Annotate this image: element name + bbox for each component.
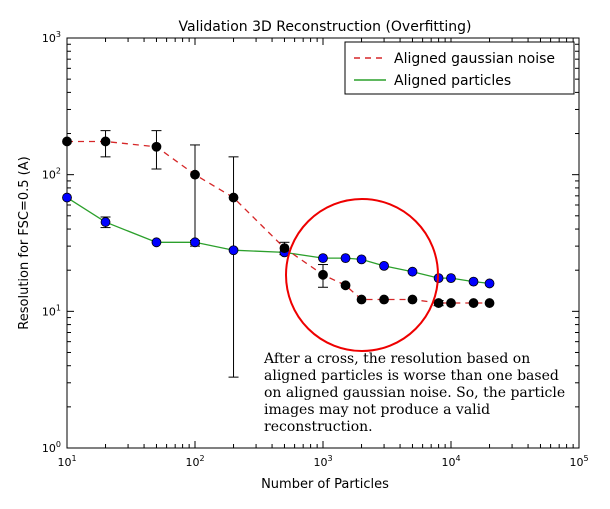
data-point-0 xyxy=(100,136,111,147)
data-point-1 xyxy=(340,253,351,264)
data-point-0 xyxy=(446,298,456,308)
x-tick-label: 101 xyxy=(57,454,76,469)
data-point-0 xyxy=(190,169,200,180)
data-point-1 xyxy=(468,276,479,287)
x-axis-label: Number of Particles xyxy=(261,477,389,492)
legend-label-particles: Aligned particles xyxy=(394,73,511,89)
data-point-0 xyxy=(379,294,389,305)
data-point-1 xyxy=(190,237,200,248)
series-layer xyxy=(62,130,495,378)
data-point-0 xyxy=(151,141,162,152)
data-point-0 xyxy=(433,298,444,308)
annotation-line: aligned particles is worse than one base… xyxy=(264,368,559,384)
data-point-1 xyxy=(62,192,72,203)
data-point-0 xyxy=(62,136,72,147)
data-point-0 xyxy=(340,280,351,291)
data-point-0 xyxy=(279,243,290,254)
y-tick-label: 100 xyxy=(42,440,61,455)
y-tick-label: 103 xyxy=(42,30,61,45)
data-point-1 xyxy=(228,245,239,256)
data-point-0 xyxy=(356,294,367,305)
highlight-circle xyxy=(285,198,439,352)
data-point-0 xyxy=(407,294,418,305)
data-point-1 xyxy=(379,261,389,271)
annotation-text: After a cross, the resolution based on a… xyxy=(263,351,565,435)
y-tick-label: 101 xyxy=(42,303,61,318)
data-point-1 xyxy=(100,217,111,227)
y-tick-label: 102 xyxy=(42,167,61,182)
y-axis-label: Resolution for FSC=0.5 (A) xyxy=(17,156,32,329)
data-point-1 xyxy=(446,273,456,284)
data-point-1 xyxy=(484,278,495,289)
chart-title: Validation 3D Reconstruction (Overfittin… xyxy=(179,19,472,35)
data-point-1 xyxy=(318,253,328,264)
x-tick-label: 105 xyxy=(569,454,588,469)
data-point-0 xyxy=(318,269,328,280)
x-tick-label: 103 xyxy=(313,454,332,469)
x-tick-label: 104 xyxy=(441,454,460,469)
data-point-1 xyxy=(407,266,418,277)
data-point-0 xyxy=(468,298,479,308)
data-point-1 xyxy=(356,254,367,265)
annotation-line: on aligned gaussian noise. So, the parti… xyxy=(264,385,565,401)
legend: Aligned gaussian noise Aligned particles xyxy=(344,41,575,95)
data-point-0 xyxy=(228,192,239,203)
legend-box xyxy=(344,41,575,95)
data-point-1 xyxy=(151,237,162,248)
annotation-line: reconstruction. xyxy=(264,419,373,435)
annotation-line: images may not produce a valid xyxy=(264,402,490,418)
annotation-line: After a cross, the resolution based on xyxy=(263,351,530,367)
x-tick-label: 102 xyxy=(185,454,204,469)
legend-label-noise: Aligned gaussian noise xyxy=(394,51,555,67)
data-point-0 xyxy=(484,298,495,308)
